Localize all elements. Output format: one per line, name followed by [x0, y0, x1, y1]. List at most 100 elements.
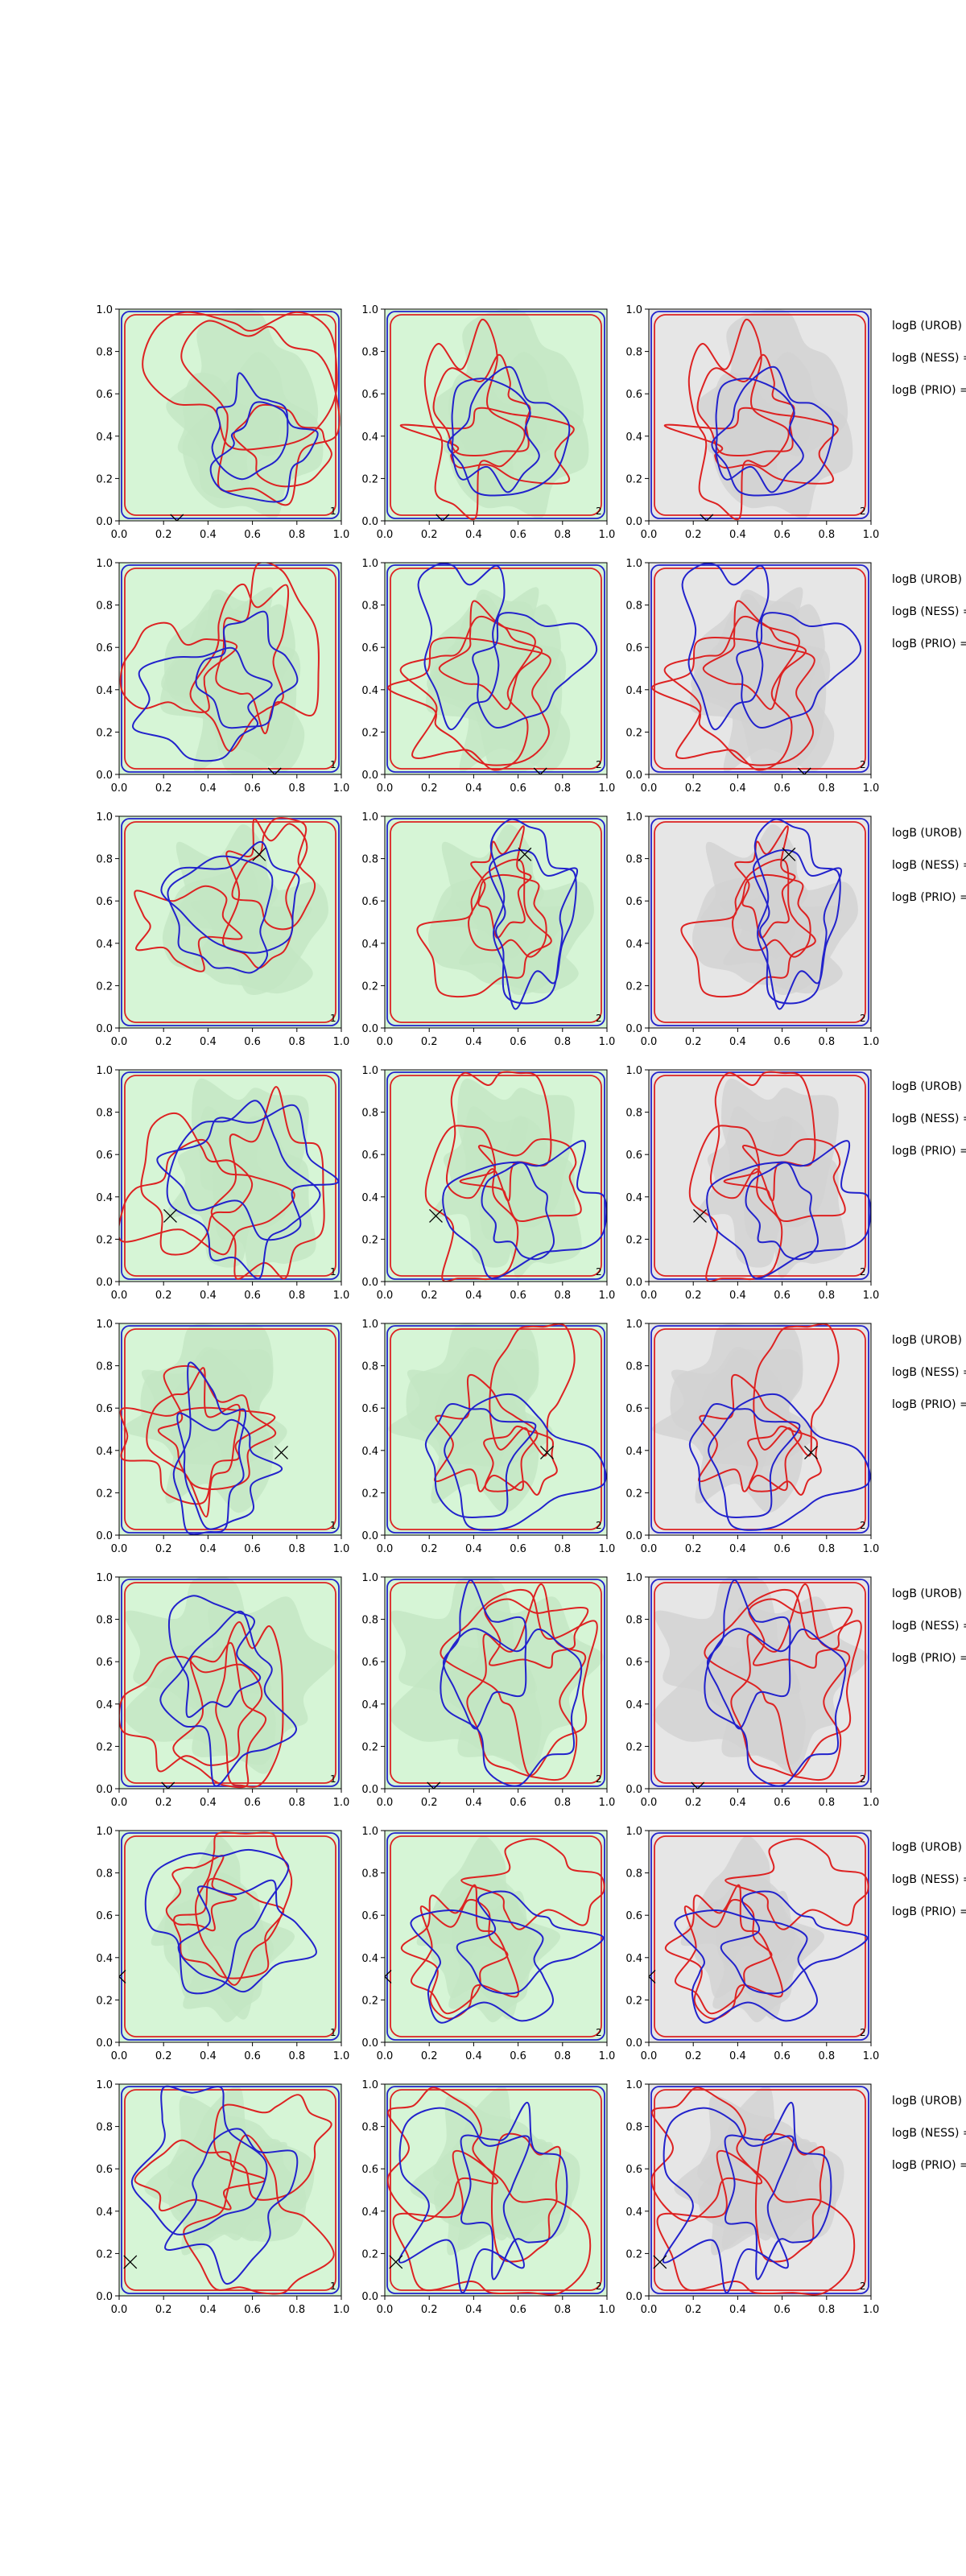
red-contour [483, 1425, 558, 1496]
blue-contour [704, 1628, 847, 1787]
blue-contour [456, 1890, 605, 1995]
blue-contour [209, 401, 319, 503]
x-tick-label: 1.0 [863, 782, 880, 795]
blue-contour [424, 1402, 537, 1518]
y-tick-label: 1.0 [625, 2079, 642, 2091]
axes-frame [118, 1576, 342, 1790]
red-contour [432, 353, 531, 456]
blue-contour [753, 818, 841, 1010]
axes-frame [118, 815, 342, 1029]
y-tick-label: 0.4 [625, 1953, 642, 1965]
red-contour [231, 817, 316, 931]
x-tick-label: 0.0 [111, 1036, 128, 1048]
x-tick-label: 0.2 [155, 529, 172, 541]
density-fill [190, 852, 328, 995]
panel-number: 1 [330, 1013, 336, 1024]
blue-contour [444, 1393, 607, 1531]
x-tick-label: 1.0 [333, 1036, 350, 1048]
blue-contour [121, 1071, 340, 1280]
true-location-marker [389, 2255, 403, 2269]
panel-r6-c1: 1 0.00.0 0.2 0.2 0.4 0.4 0.6 0.6 0.8 0.8 1.0 1.0 [96, 1572, 349, 1809]
red-contour [390, 568, 602, 770]
red-contour [654, 1075, 866, 1277]
y-tick-label: 0.6 [96, 2164, 113, 2176]
y-tick-label: 0.2 [625, 1995, 642, 2007]
panel-r3-c3: 2 0.00.0 0.2 0.2 0.4 0.4 0.6 0.6 0.8 0.8 1.0 1.0 [625, 811, 879, 1048]
x-tick-label: 0.4 [729, 1036, 746, 1048]
blue-contour [176, 1412, 283, 1530]
y-tick-label: 0.8 [625, 1361, 642, 1373]
y-tick-label: 0.8 [625, 1615, 642, 1627]
red-contour [654, 1582, 866, 1784]
blue-contour [121, 2086, 340, 2294]
red-contour [119, 1138, 295, 1256]
x-tick-label: 1.0 [599, 2050, 616, 2062]
blue-contour [417, 563, 506, 731]
axes-frame [384, 562, 608, 775]
y-tick-label: 0.4 [361, 685, 378, 697]
x-tick-label: 0.8 [554, 1797, 571, 1809]
y-tick-label: 1.0 [625, 1572, 642, 1584]
y-tick-label: 0.4 [96, 2207, 113, 2219]
red-contour [124, 1075, 336, 1277]
axes-frame [384, 1323, 608, 1536]
blue-contour [706, 1140, 871, 1280]
side-label: logB (NESS) = [892, 605, 966, 618]
axes-frame [384, 1576, 608, 1790]
x-tick-label: 0.4 [200, 782, 217, 795]
panel-number: 1 [330, 1266, 336, 1278]
x-tick-label: 0.4 [200, 1290, 217, 1302]
panel-number: 1 [330, 1520, 336, 1531]
x-tick-label: 0.6 [774, 1797, 791, 1809]
x-tick-label: 0.4 [729, 2050, 746, 2062]
axes-frame [648, 1323, 872, 1536]
blue-contour [195, 610, 299, 729]
axes-frame [118, 2083, 342, 2297]
side-label: logB (UROB) = [892, 1080, 966, 1093]
blue-contour [650, 1071, 869, 1280]
axes-frame [648, 1069, 872, 1282]
red-contour [704, 1588, 862, 1777]
panel-number: 2 [860, 759, 866, 770]
y-tick-label: 1.0 [361, 2079, 378, 2091]
y-tick-label: 0.4 [625, 1446, 642, 1458]
y-tick-label: 0.8 [625, 2122, 642, 2134]
y-tick-label: 0.4 [361, 1699, 378, 1711]
true-location-marker [700, 514, 714, 521]
red-contour [424, 1125, 519, 1282]
red-contour [124, 1835, 336, 2037]
red-contour [387, 637, 551, 766]
red-contour [470, 825, 532, 939]
red-contour [124, 1328, 336, 1530]
y-tick-label: 0.0 [96, 1784, 113, 1796]
x-tick-label: 0.6 [510, 1797, 526, 1809]
panel-r5-c2: 2 0.00.0 0.2 0.2 0.4 0.4 0.6 0.6 0.8 0.8 1.0 1.0 [361, 1319, 615, 1555]
y-tick-label: 0.0 [96, 516, 113, 528]
y-tick-label: 0.6 [625, 1910, 642, 1922]
panel-number: 1 [330, 2027, 336, 2038]
blue-contour [386, 1325, 605, 1534]
axes-frame [648, 1576, 872, 1790]
blue-contour [386, 311, 605, 519]
x-tick-label: 0.4 [200, 1036, 217, 1048]
y-tick-label: 0.6 [361, 1657, 378, 1669]
red-contour [124, 1582, 336, 1784]
x-tick-label: 0.8 [288, 782, 305, 795]
blue-contour [708, 1393, 871, 1531]
y-tick-label: 0.2 [361, 980, 378, 993]
true-location-marker [693, 1209, 707, 1223]
y-tick-label: 0.8 [96, 1361, 113, 1373]
x-tick-label: 0.6 [774, 529, 791, 541]
red-contour [134, 2139, 266, 2212]
red-contour [399, 615, 536, 771]
blue-contour [472, 612, 597, 729]
true-location-marker [649, 1970, 656, 1984]
x-tick-label: 0.0 [641, 1543, 658, 1555]
blue-contour [688, 1402, 801, 1518]
side-label: logB (NESS) = [892, 1366, 966, 1379]
blue-contour [650, 1579, 869, 1787]
axes-frame [118, 1069, 342, 1282]
y-tick-label: 0.2 [361, 2248, 378, 2260]
blue-contour [167, 855, 274, 974]
red-contour [390, 1582, 602, 1784]
